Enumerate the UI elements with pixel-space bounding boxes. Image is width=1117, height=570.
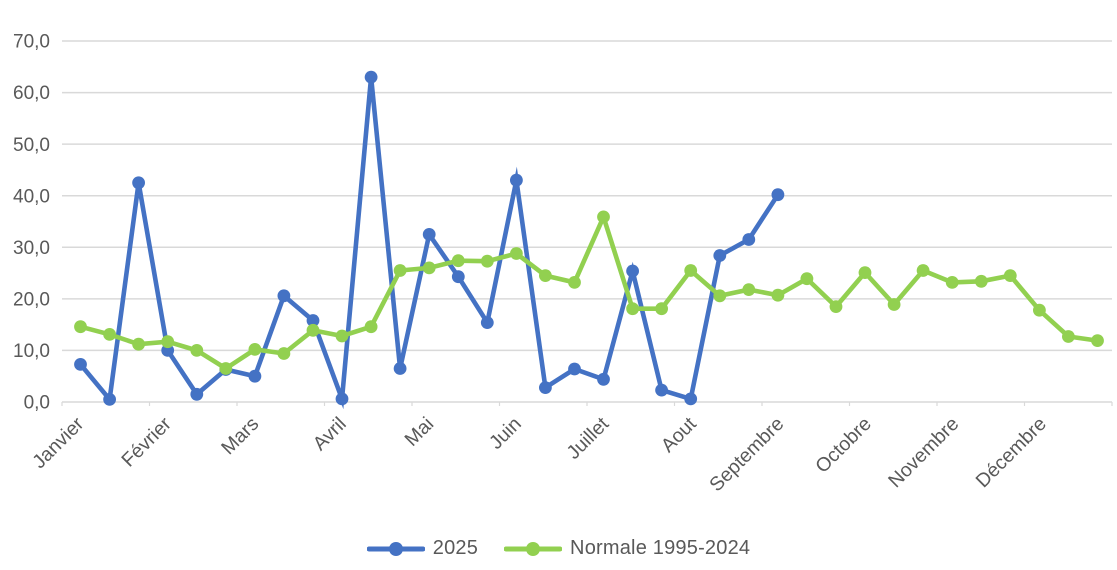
- data-point: [510, 173, 523, 187]
- legend-item-normale: Normale 1995-2024: [504, 537, 750, 560]
- data-point: [248, 343, 262, 356]
- data-point: [539, 381, 552, 394]
- data-point: [539, 269, 552, 282]
- data-point: [103, 328, 116, 341]
- x-axis-label: Février: [117, 413, 176, 472]
- x-axis-label: Aout: [657, 413, 701, 457]
- x-axis-label: Juillet: [562, 413, 613, 464]
- data-point: [713, 249, 727, 262]
- data-point: [74, 320, 87, 334]
- x-axis-label: Novembre: [884, 413, 963, 492]
- series-line-normale: [78, 210, 1100, 372]
- data-point: [1003, 269, 1017, 282]
- data-point: [306, 314, 320, 327]
- data-point: [480, 254, 494, 268]
- data-point: [364, 320, 378, 334]
- x-axis-label: Janvier: [28, 413, 88, 473]
- data-point: [800, 272, 814, 286]
- data-point: [451, 254, 465, 268]
- data-point: [829, 300, 843, 313]
- data-point: [945, 276, 959, 289]
- data-point: [277, 289, 291, 303]
- data-point: [655, 383, 668, 397]
- data-point: [335, 329, 349, 343]
- data-point: [422, 228, 436, 241]
- data-point: [655, 302, 668, 316]
- x-axis-label: Mars: [217, 413, 263, 459]
- y-axis-label: 70,0: [13, 32, 50, 53]
- data-point: [190, 387, 204, 401]
- y-axis-label: 20,0: [13, 290, 50, 311]
- x-axis-label: Juin: [485, 413, 526, 454]
- chart-legend: 2025 Normale 1995-2024: [0, 537, 1117, 560]
- data-point: [74, 358, 87, 371]
- legend-label: 2025: [432, 537, 479, 559]
- data-point: [1033, 303, 1046, 317]
- data-point: [742, 233, 756, 246]
- data-point: [684, 392, 698, 406]
- data-point: [684, 264, 698, 277]
- data-point: [219, 362, 233, 375]
- x-axis-label: Septembre: [705, 413, 788, 496]
- x-axis-label: Décembre: [972, 413, 1051, 492]
- data-point: [771, 288, 785, 302]
- data-point: [713, 289, 727, 303]
- y-axis-label: 60,0: [13, 83, 50, 104]
- data-point: [306, 323, 320, 337]
- legend-item-2025: 2025: [366, 537, 479, 560]
- y-axis-label: 50,0: [13, 135, 50, 156]
- data-point: [103, 393, 116, 406]
- data-point: [277, 347, 291, 360]
- data-point: [568, 362, 581, 376]
- legend-label: Normale 1995-2024: [570, 537, 751, 559]
- legend-series-marker-icon: [504, 541, 563, 556]
- data-point: [132, 337, 146, 351]
- y-axis-label: 30,0: [13, 238, 50, 259]
- data-point: [510, 247, 523, 260]
- legend-series-marker-icon: [366, 541, 425, 556]
- x-axis-label: Mai: [401, 413, 439, 451]
- data-point: [916, 264, 930, 277]
- data-point: [597, 210, 610, 224]
- data-point: [1091, 334, 1104, 347]
- data-point: [974, 274, 988, 288]
- y-axis-label: 40,0: [13, 186, 50, 207]
- data-point: [393, 362, 407, 375]
- data-point: [364, 70, 378, 84]
- data-point: [248, 369, 262, 383]
- data-point: [451, 270, 465, 284]
- y-axis-label: 0,0: [24, 393, 50, 414]
- data-point: [480, 316, 494, 329]
- y-axis-label: 10,0: [13, 341, 50, 362]
- data-point: [568, 276, 581, 289]
- data-point: [771, 188, 785, 202]
- data-point: [1062, 330, 1075, 343]
- x-axis-label: Octobre: [811, 413, 876, 478]
- x-axis-label: Avril: [309, 413, 351, 455]
- data-point: [335, 392, 349, 406]
- data-point: [626, 302, 639, 316]
- data-point: [422, 261, 436, 275]
- data-point: [597, 372, 610, 386]
- data-point: [132, 176, 146, 190]
- data-point: [887, 298, 901, 311]
- data-point: [626, 264, 639, 278]
- data-point: [742, 283, 756, 296]
- data-point: [393, 264, 407, 277]
- data-point: [858, 266, 872, 279]
- data-point: [190, 344, 204, 357]
- data-point: [161, 335, 175, 349]
